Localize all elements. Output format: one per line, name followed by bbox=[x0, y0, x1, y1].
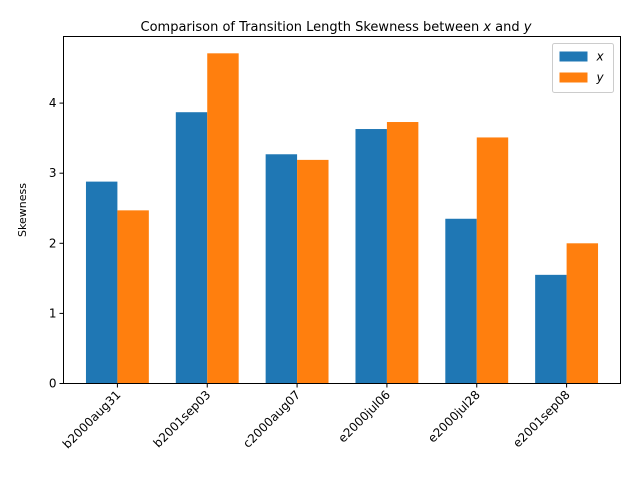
y-tick-label: 0 bbox=[49, 377, 57, 391]
legend-label-y: y bbox=[596, 71, 605, 85]
bar-y-e2000jul28 bbox=[476, 137, 509, 384]
x-tick-label: e2000jul28 bbox=[425, 388, 483, 446]
legend: xy bbox=[552, 43, 614, 93]
x-ticks-group: b2000aug31 b2001sep03 c2000aug07 e2000jul06… bbox=[60, 383, 573, 452]
y-tick-label: 3 bbox=[49, 166, 57, 180]
x-tick-label: b2000aug31 bbox=[60, 388, 124, 452]
title-var-x: x bbox=[482, 20, 491, 35]
legend-swatch-x bbox=[559, 51, 588, 62]
bar-x-e2001sep08 bbox=[535, 274, 567, 384]
bar-y-b2001sep03 bbox=[207, 53, 239, 384]
bar-x-e2000jul28 bbox=[445, 218, 477, 384]
bar-x-b2000aug31 bbox=[85, 181, 118, 384]
y-axis-label: Skewness bbox=[16, 183, 29, 237]
y-ticks-group: 0 1 2 3 4 bbox=[49, 96, 64, 391]
bar-x-b2001sep03 bbox=[175, 112, 208, 384]
bar-y-e2000jul06 bbox=[386, 122, 419, 384]
bar-x-c2000aug07 bbox=[265, 154, 298, 384]
x-tick-label: b2001sep03 bbox=[151, 388, 214, 451]
x-tick-label: e2000jul06 bbox=[335, 388, 393, 446]
bar-y-b2000aug31 bbox=[117, 210, 149, 384]
bar-x-e2000jul06 bbox=[355, 129, 387, 384]
x-tick-label: c2000aug07 bbox=[240, 388, 303, 451]
title-var-y: y bbox=[523, 20, 532, 35]
x-tick-label: e2001sep08 bbox=[510, 388, 573, 451]
legend-box bbox=[552, 43, 614, 93]
bar-y-c2000aug07 bbox=[297, 159, 329, 384]
y-tick-label: 1 bbox=[49, 306, 57, 320]
y-tick-label: 2 bbox=[49, 236, 57, 250]
bars-group bbox=[85, 53, 599, 384]
chart-title: Comparison of Transition Length Skewness… bbox=[141, 20, 532, 35]
legend-label-x: x bbox=[596, 50, 605, 64]
legend-swatch-y bbox=[559, 72, 588, 83]
title-middle: and bbox=[491, 20, 524, 35]
plot-frame bbox=[63, 36, 621, 384]
title-prefix: Comparison of Transition Length Skewness… bbox=[141, 20, 484, 35]
bar-y-e2001sep08 bbox=[566, 243, 599, 384]
y-tick-label: 4 bbox=[49, 96, 57, 110]
